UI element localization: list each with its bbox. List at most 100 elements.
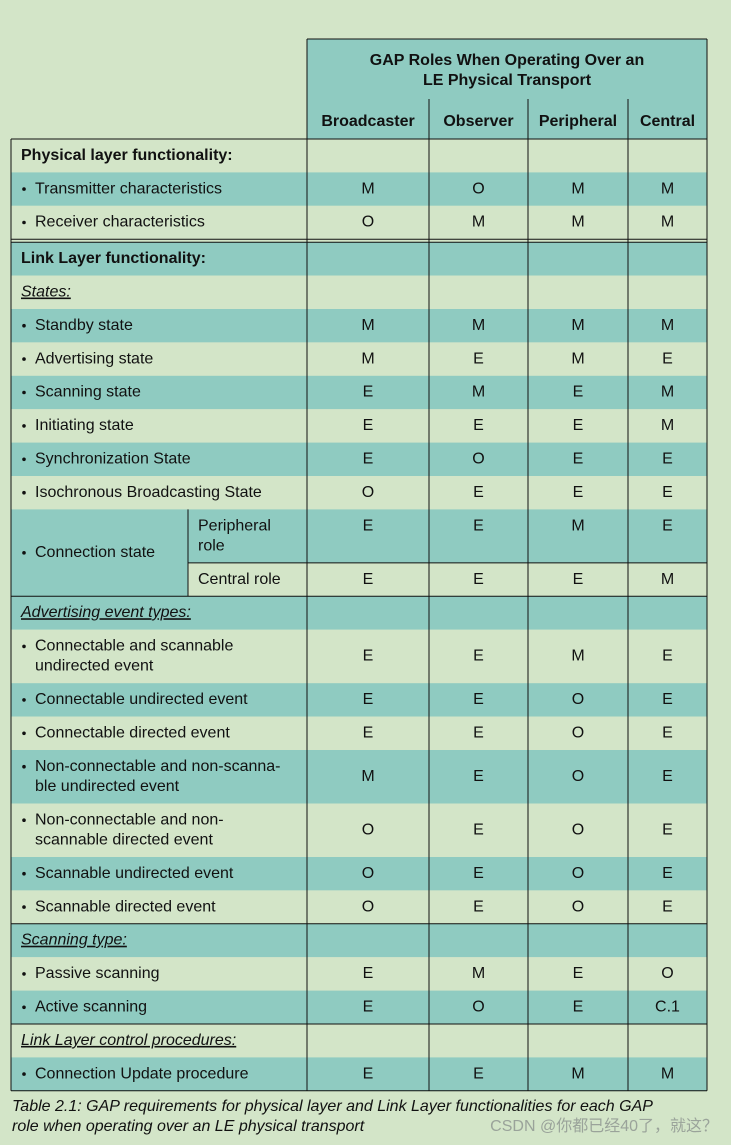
cell-value: E xyxy=(473,865,484,882)
cell-value: E xyxy=(363,965,374,982)
cell-value: E xyxy=(473,768,484,785)
row-bg xyxy=(11,716,707,750)
row-bg xyxy=(11,750,707,804)
row-label: Passive scanning xyxy=(35,965,160,982)
bullet xyxy=(22,972,26,976)
cell-value: E xyxy=(473,571,484,588)
header-title: LE Physical Transport xyxy=(423,72,592,89)
cell-value: O xyxy=(472,180,484,197)
row-bg xyxy=(11,509,188,597)
row-label: Scanning state xyxy=(35,384,141,401)
column-header: Observer xyxy=(443,113,513,130)
row-label: Non-connectable and non- xyxy=(35,811,224,828)
row-bg xyxy=(11,342,707,376)
subsection-heading: Scanning type: xyxy=(21,932,127,949)
bullet xyxy=(22,551,26,555)
bullet xyxy=(22,698,26,702)
row-bg xyxy=(11,275,707,309)
row-label: Scannable directed event xyxy=(35,898,216,915)
subsection-heading: Link Layer control procedures: xyxy=(21,1032,236,1049)
cell-value: M xyxy=(661,1065,674,1082)
row-label: role xyxy=(198,537,225,554)
cell-value: O xyxy=(362,865,374,882)
subsection-heading: States: xyxy=(21,284,71,301)
cell-value: M xyxy=(571,1065,584,1082)
cell-value: M xyxy=(361,768,374,785)
bullet xyxy=(22,871,26,876)
cell-value: E xyxy=(363,999,374,1016)
cell-value: O xyxy=(572,898,584,915)
cell-value: E xyxy=(473,725,484,742)
section-heading: Physical layer functionality: xyxy=(21,147,233,164)
cell-value: M xyxy=(571,317,584,334)
cell-value: M xyxy=(361,350,374,367)
cell-value: O xyxy=(362,214,374,231)
bullet xyxy=(22,1072,26,1076)
cell-value: M xyxy=(661,384,674,401)
cell-value: E xyxy=(473,517,484,534)
cell-value: M xyxy=(661,214,674,231)
cell-value: O xyxy=(572,865,584,882)
row-label: Peripheral xyxy=(198,517,271,534)
row-label: Standby state xyxy=(35,317,133,334)
cell-value: M xyxy=(571,214,584,231)
cell-value: E xyxy=(473,691,484,708)
row-label: Synchronization State xyxy=(35,451,191,468)
cell-value: M xyxy=(361,317,374,334)
cell-value: E xyxy=(473,898,484,915)
row-bg xyxy=(11,629,707,684)
cell-value: E xyxy=(662,648,673,665)
row-bg xyxy=(11,957,707,991)
row-bg xyxy=(188,509,707,563)
cell-value: C.1 xyxy=(655,999,680,1016)
cell-value: E xyxy=(662,691,673,708)
bullet xyxy=(22,644,26,649)
row-bg xyxy=(11,990,707,1024)
bullet xyxy=(22,905,26,909)
row-bg xyxy=(11,923,707,958)
row-bg xyxy=(11,857,707,891)
row-bg xyxy=(11,139,707,173)
cell-value: E xyxy=(473,484,484,501)
row-label: ble undirected event xyxy=(35,778,180,795)
row-label: undirected event xyxy=(35,658,154,675)
cell-value: E xyxy=(573,571,584,588)
row-bg xyxy=(11,683,707,717)
bullet xyxy=(22,490,26,495)
cell-value: M xyxy=(472,214,485,231)
cell-value: E xyxy=(573,384,584,401)
column-header: Central xyxy=(640,113,695,130)
bullet xyxy=(22,220,26,225)
bullet xyxy=(22,764,26,769)
row-bg xyxy=(11,596,707,630)
cell-value: M xyxy=(571,180,584,197)
row-bg xyxy=(11,1024,707,1058)
row-label: Initiating state xyxy=(35,417,134,434)
row-label: Connection state xyxy=(35,544,155,561)
row-bg xyxy=(11,205,707,240)
caption: role when operating over an LE physical … xyxy=(12,1118,365,1135)
bullet xyxy=(22,818,26,822)
cell-value: E xyxy=(662,768,673,785)
cell-value: E xyxy=(363,648,374,665)
cell-value: E xyxy=(573,965,584,982)
cell-value: O xyxy=(472,451,484,468)
row-bg xyxy=(11,309,707,343)
row-label: Non-connectable and non-scanna- xyxy=(35,758,281,775)
row-label: Isochronous Broadcasting State xyxy=(35,484,262,501)
cell-value: M xyxy=(661,571,674,588)
cell-value: E xyxy=(662,865,673,882)
subsection-heading: Advertising event types: xyxy=(20,604,191,621)
bullet xyxy=(22,187,26,191)
cell-value: E xyxy=(662,821,673,838)
bullet xyxy=(22,357,26,361)
cell-value: E xyxy=(573,484,584,501)
bullet xyxy=(22,323,26,328)
header-title: GAP Roles When Operating Over an xyxy=(370,52,644,69)
column-header: Broadcaster xyxy=(321,113,414,130)
row-label: Central role xyxy=(198,571,281,588)
row-label: scannable directed event xyxy=(35,831,213,848)
bullet xyxy=(22,731,26,736)
